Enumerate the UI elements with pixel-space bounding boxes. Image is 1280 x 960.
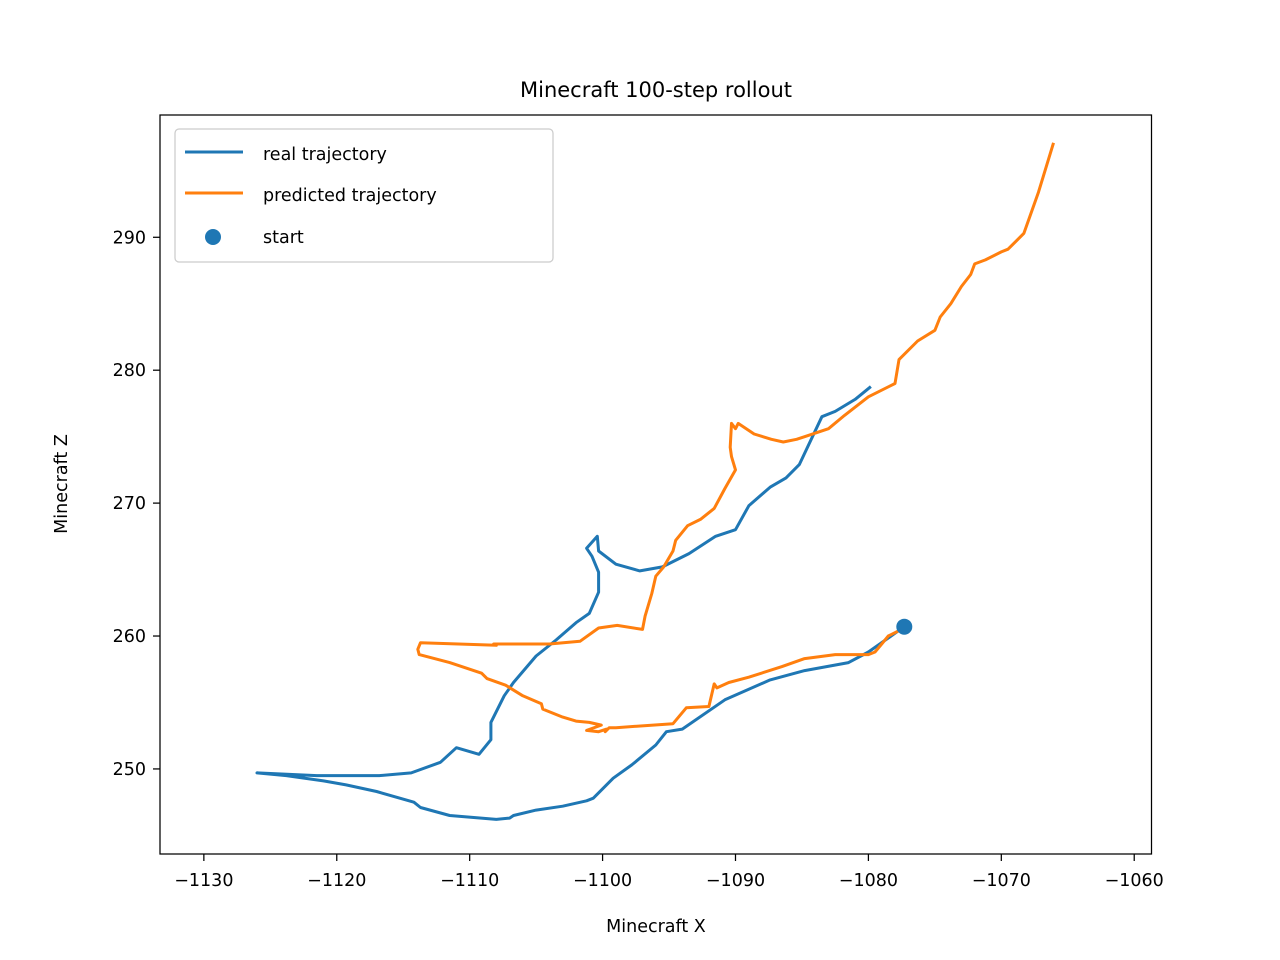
x-axis-label: Minecraft X bbox=[606, 917, 706, 937]
ticks-layer: −1130 −1120 −1110 −1100 −1090 −1080 −1070 −1060… bbox=[113, 228, 1164, 891]
x-tick-label: −1080 bbox=[839, 871, 898, 891]
y-tick-label: 250 bbox=[113, 760, 146, 780]
x-tick-label: −1120 bbox=[307, 871, 366, 891]
y-tick-label: 280 bbox=[113, 361, 146, 381]
y-tick-label: 290 bbox=[113, 228, 146, 248]
y-tick-label: 270 bbox=[113, 494, 146, 514]
legend-start-label: start bbox=[263, 228, 304, 248]
x-tick-label: −1110 bbox=[440, 871, 499, 891]
series-line-real bbox=[255, 385, 907, 821]
y-axis-label: Minecraft Z bbox=[52, 434, 72, 534]
legend-start-marker bbox=[205, 229, 221, 245]
x-tick-label: −1100 bbox=[573, 871, 632, 891]
x-tick-label: −1130 bbox=[174, 871, 233, 891]
legend: real trajectory predicted trajectory sta… bbox=[174, 128, 554, 263]
data-layer bbox=[255, 142, 1055, 821]
legend-box bbox=[174, 128, 554, 263]
x-tick-label: −1070 bbox=[972, 871, 1031, 891]
legend-predicted-label: predicted trajectory bbox=[263, 186, 437, 206]
legend-real-label: real trajectory bbox=[263, 145, 387, 165]
series-line-predicted bbox=[416, 142, 1055, 734]
x-tick-label: −1060 bbox=[1105, 871, 1164, 891]
y-tick-label: 260 bbox=[113, 627, 146, 647]
chart-title: Minecraft 100-step rollout bbox=[520, 78, 792, 102]
start-point bbox=[896, 618, 913, 635]
plot-frame bbox=[159, 114, 1153, 855]
x-tick-label: −1090 bbox=[706, 871, 765, 891]
